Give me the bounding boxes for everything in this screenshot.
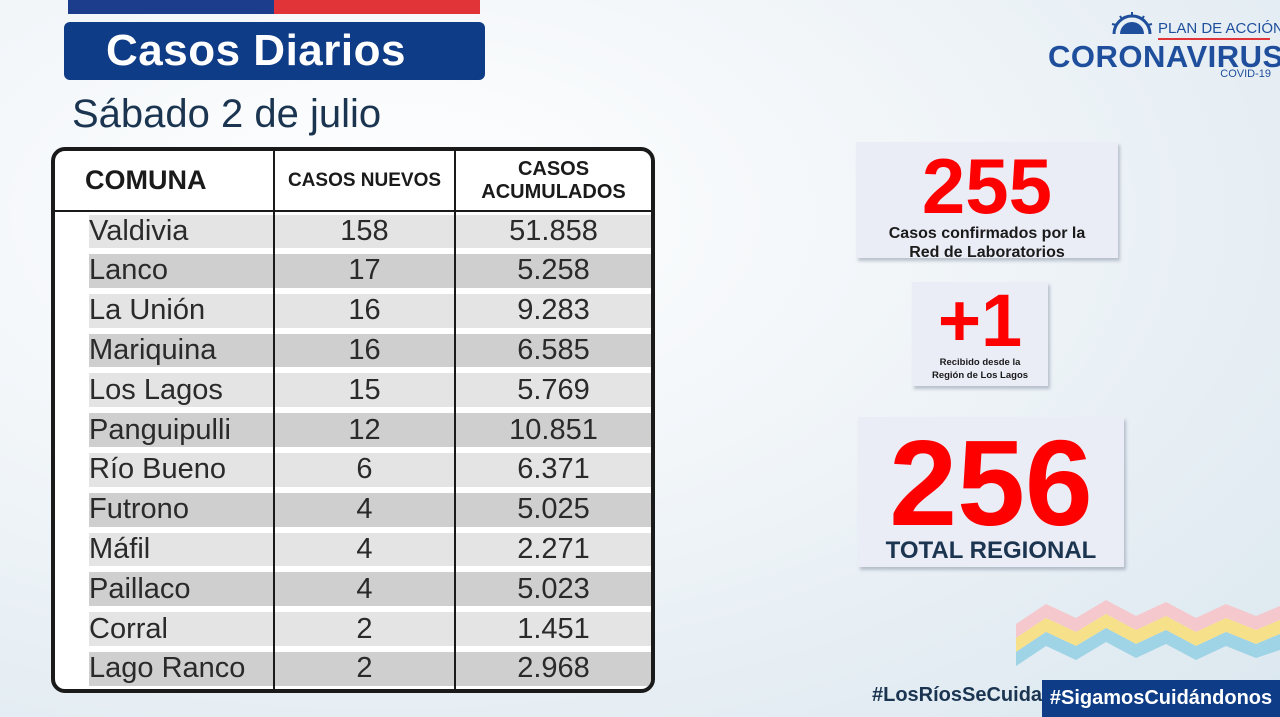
casos-acumulados-cell: 5.025: [455, 490, 651, 530]
received-cases-value: +1: [937, 279, 1023, 362]
casos-nuevos-cell: 6: [274, 449, 456, 490]
table-row: Lago Ranco 2 2.968: [55, 648, 651, 689]
header-casos-acumulados: CASOS ACUMULADOS: [455, 151, 651, 212]
page-title-text: Casos Diarios: [106, 26, 406, 75]
logo-name-text: CORONAVIRUS: [1048, 39, 1280, 74]
casos-acumulados-cell: 5.258: [455, 251, 651, 291]
top-bar-red: [274, 0, 480, 14]
table-row: Valdivia 158 51.858: [55, 211, 651, 251]
table-header-row: COMUNA CASOS NUEVOS CASOS ACUMULADOS: [55, 151, 651, 212]
header-comuna: COMUNA: [55, 151, 275, 212]
lab-cases-value: 255: [921, 142, 1053, 230]
total-regional-label: TOTAL REGIONAL: [885, 537, 1097, 564]
header-acum-line1: CASOS: [517, 157, 590, 180]
casos-nuevos-cell: 158: [274, 211, 456, 251]
table-row: La Unión 16 9.283: [55, 290, 651, 331]
casos-nuevos-cell: 2: [274, 648, 456, 689]
casos-nuevos-cell: 15: [274, 370, 456, 411]
comuna-cell: Futrono: [55, 489, 275, 530]
casos-nuevos-cell: 17: [274, 251, 456, 291]
table-row: Lanco 17 5.258: [55, 251, 651, 291]
lab-cases-label-1: Casos confirmados por la: [888, 225, 1086, 242]
comuna-cell: Río Bueno: [55, 449, 275, 490]
casos-acumulados-cell: 2.271: [455, 530, 651, 570]
logo-plan-text: PLAN DE ACCIÓN: [1158, 20, 1280, 37]
casos-acumulados-cell: 9.283: [455, 291, 651, 331]
received-cases-label-2: Región de Los Lagos: [931, 370, 1029, 381]
table-row: Futrono 4 5.025: [55, 489, 651, 530]
casos-acumulados-cell: 10.851: [455, 410, 651, 450]
casos-nuevos-cell: 4: [274, 489, 456, 530]
casos-acumulados-cell: 51.858: [455, 211, 651, 251]
comuna-cell: Paillaco: [55, 569, 275, 610]
hashtag-los-rios: #LosRíosSeCuida: [872, 684, 1043, 706]
table-row: Los Lagos 15 5.769: [55, 370, 651, 411]
lab-cases-card: 255 Casos confirmados por la Red de Labo…: [856, 142, 1118, 261]
casos-nuevos-cell: 12: [274, 410, 456, 450]
top-bar-blue: [68, 0, 274, 14]
report-date: Sábado 2 de julio: [72, 92, 382, 136]
hashtag-sigamos-box: #SigamosCuidándonos: [1042, 680, 1280, 717]
cases-table: COMUNA CASOS NUEVOS CASOS ACUMULADOS Val…: [51, 147, 655, 693]
logo-sub-text: COVID-19: [1220, 68, 1271, 80]
table-row: Máfil 4 2.271: [55, 529, 651, 570]
comuna-cell: Valdivia: [55, 211, 275, 251]
casos-acumulados-cell: 2.968: [455, 649, 651, 689]
page-title: Casos Diarios: [64, 22, 485, 80]
casos-acumulados-cell: 6.585: [455, 331, 651, 371]
comuna-cell: Los Lagos: [55, 370, 275, 411]
casos-acumulados-cell: 6.371: [455, 450, 651, 490]
comuna-cell: Mariquina: [55, 330, 275, 371]
header-acum-line2: ACUMULADOS: [481, 180, 626, 203]
hashtag-sigamos: #SigamosCuidándonos: [1049, 687, 1273, 709]
table-row: Río Bueno 6 6.371: [55, 449, 651, 490]
comuna-cell: Panguipulli: [55, 410, 275, 450]
casos-nuevos-cell: 16: [274, 330, 456, 371]
comuna-cell: Lago Ranco: [55, 648, 275, 689]
casos-nuevos-cell: 16: [274, 290, 456, 331]
received-cases-card: +1 Recibido desde la Región de Los Lagos: [912, 282, 1048, 386]
casos-acumulados-cell: 5.023: [455, 569, 651, 609]
cases-table-grid: COMUNA CASOS NUEVOS CASOS ACUMULADOS Val…: [55, 151, 651, 689]
comuna-cell: La Unión: [55, 290, 275, 331]
virus-emblem-icon: [1111, 12, 1153, 34]
casos-nuevos-cell: 4: [274, 569, 456, 610]
casos-nuevos-cell: 2: [274, 609, 456, 649]
top-color-bar: [68, 0, 480, 14]
decorative-waves-icon: [1016, 600, 1280, 666]
header-casos-nuevos: CASOS NUEVOS: [274, 151, 456, 212]
casos-acumulados-cell: 5.769: [455, 370, 651, 410]
comuna-cell: Lanco: [55, 251, 275, 291]
comuna-cell: Máfil: [55, 529, 275, 570]
total-regional-card: 256 TOTAL REGIONAL: [858, 417, 1124, 567]
coronavirus-plan-logo: PLAN DE ACCIÓN CORONAVIRUS COVID-19: [1048, 12, 1280, 84]
total-regional-value: 256: [889, 415, 1093, 551]
logo-red-line: [1158, 38, 1270, 40]
comuna-cell: Corral: [55, 609, 275, 649]
casos-nuevos-cell: 4: [274, 529, 456, 570]
lab-cases-label-2: Red de Laboratorios: [909, 244, 1065, 261]
table-row: Paillaco 4 5.023: [55, 569, 651, 610]
casos-acumulados-cell: 1.451: [455, 609, 651, 649]
table-row: Mariquina 16 6.585: [55, 330, 651, 371]
table-row: Corral 2 1.451: [55, 609, 651, 649]
received-cases-label-1: Recibido desde la: [939, 357, 1021, 368]
table-row: Panguipulli 12 10.851: [55, 410, 651, 450]
